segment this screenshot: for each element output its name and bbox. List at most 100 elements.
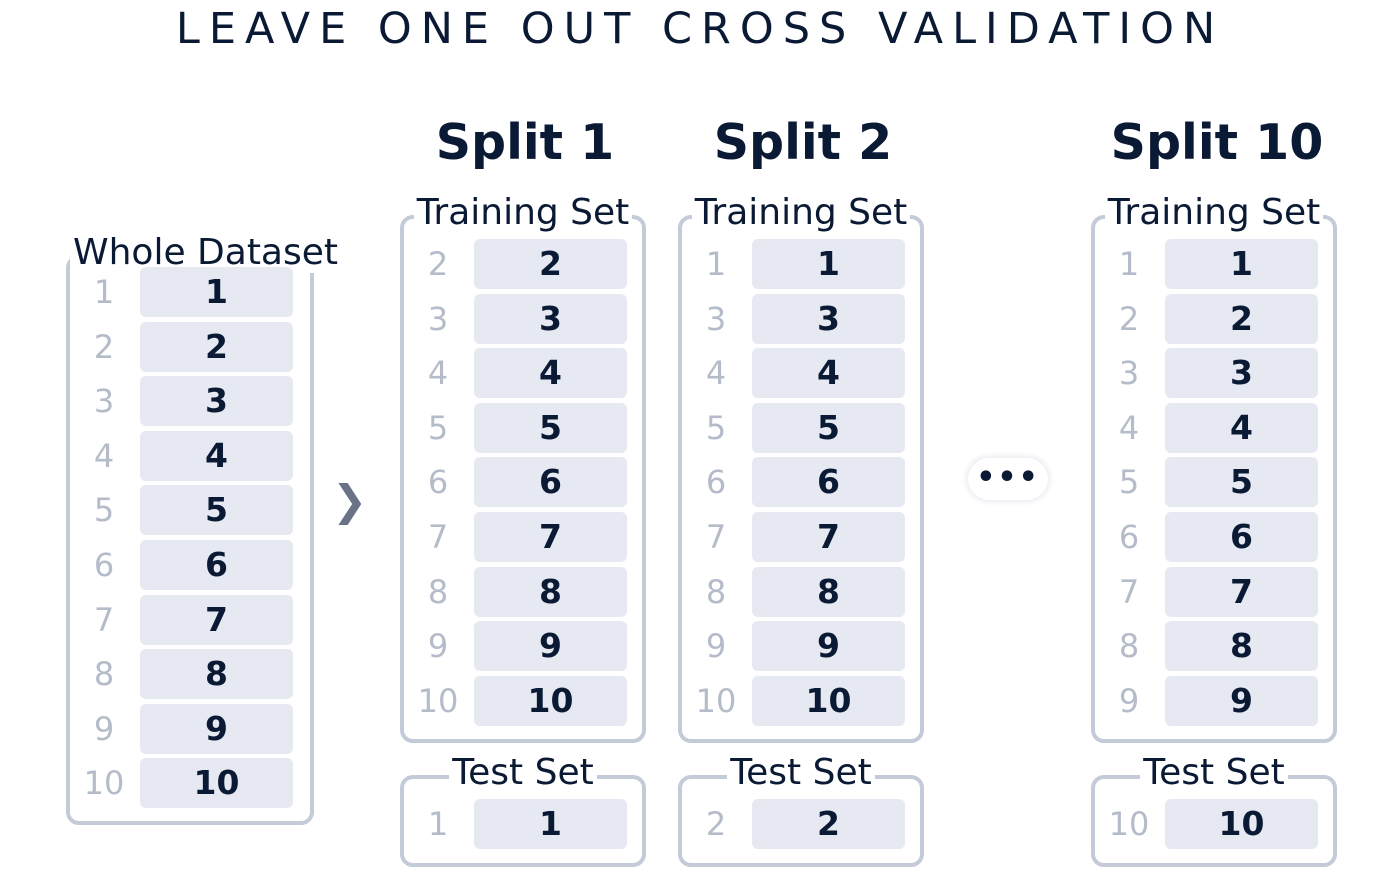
page-title: LEAVE ONE OUT CROSS VALIDATION [175, 4, 1225, 54]
whole-dataset-label: Whole Dataset [70, 232, 342, 273]
whole-dataset-row-index: 6 [93, 546, 115, 584]
split-1-training-row-index: 3 [427, 299, 449, 338]
split-1-training-row-index: 9 [427, 627, 449, 666]
split-10-test-row-value: 10 [1165, 799, 1318, 849]
split-2-training-row-index: 6 [705, 463, 727, 502]
split-1-test-label: Test Set [404, 752, 642, 793]
split-1-test-label-text: Test Set [449, 752, 597, 793]
split-10-test-label: Test Set [1095, 752, 1333, 793]
split-1-training-label: Training Set [404, 192, 642, 233]
split-2-training-row-index: 8 [705, 572, 727, 611]
split-10-training-row-index: 3 [1118, 354, 1140, 393]
split-10-test-panel: Test Set 10 10 [1091, 752, 1337, 867]
split-10-training-row-index: 8 [1118, 627, 1140, 666]
split-2-training-row-index: 1 [705, 245, 727, 283]
split-2-test-row-index: 2 [705, 805, 727, 843]
split-1-training-row-value: 10 [474, 675, 627, 726]
split-1-training-row-value: 6 [474, 457, 627, 508]
split-10-training-label: Training Set [1095, 192, 1333, 233]
split-2-training-row-value: 6 [752, 457, 905, 508]
whole-dataset-row-index: 5 [93, 491, 115, 530]
split-10-training-row-value: 5 [1165, 457, 1318, 508]
whole-dataset-row-value: 8 [140, 649, 293, 700]
whole-dataset-row-index: 9 [93, 709, 115, 748]
split-10-training-row-value: 8 [1165, 621, 1318, 672]
whole-dataset-label-text: Whole Dataset [70, 232, 342, 273]
whole-dataset-row-index: 7 [93, 600, 115, 639]
split-2-training-row-value: 3 [752, 293, 905, 344]
whole-dataset-row: 10 10 [70, 758, 310, 809]
split-2-training-label: Training Set [682, 192, 920, 233]
split-1-training-row-index: 6 [427, 463, 449, 502]
split-2-training-row-value: 5 [752, 402, 905, 453]
split-2-training-row-value: 7 [752, 512, 905, 562]
split-1-training-row-value: 4 [474, 348, 627, 399]
whole-dataset-row-index: 3 [93, 382, 115, 421]
split-2-training-row-value: 1 [752, 239, 905, 289]
split-10-training-row-index: 1 [1118, 245, 1140, 283]
split-1-training-row-index: 7 [427, 518, 449, 556]
split-10-training-row-index: 6 [1118, 518, 1140, 556]
split-1-training-row-index: 4 [427, 354, 449, 393]
whole-dataset-row-value: 9 [140, 703, 293, 754]
split-10-test-row-index: 10 [1108, 805, 1150, 843]
split-10-training-row-value: 7 [1165, 566, 1318, 617]
split-10-test-row: 10 10 [1095, 799, 1333, 849]
whole-dataset-row-value: 5 [140, 485, 293, 536]
ellipsis-icon: ••• [968, 458, 1048, 500]
split-1-training-row-value: 8 [474, 566, 627, 617]
split-2-test-row-value: 2 [752, 799, 905, 849]
whole-dataset-row-value: 1 [140, 267, 293, 317]
whole-dataset-row-value: 7 [140, 594, 293, 645]
split-1-training-row-index: 2 [427, 245, 449, 283]
split-1-training-row-index: 5 [427, 408, 449, 447]
split-10-title: Split 10 [1110, 114, 1324, 171]
split-1-test-row-index: 1 [427, 805, 449, 843]
split-2-training-row-index: 5 [705, 408, 727, 447]
split-10-training-row-value: 1 [1165, 239, 1318, 289]
split-2-training-row-value: 9 [752, 621, 905, 672]
whole-dataset-row-index: 2 [93, 327, 115, 366]
split-1-training-label-text: Training Set [413, 192, 633, 233]
split-10-training-row-index: 5 [1118, 463, 1140, 502]
split-2-test-label: Test Set [682, 752, 920, 793]
split-2-training-panel: Training Set 1 1 3 3 4 4 5 5 6 6 7 7 8 8 9 9 10 10 [678, 192, 924, 743]
split-10-training-row-index: 2 [1118, 299, 1140, 338]
split-10-training-row-index: 9 [1118, 681, 1140, 720]
split-2-training-row-index: 7 [705, 518, 727, 556]
split-2-training-row-index: 4 [705, 354, 727, 393]
split-1-training-row-value: 7 [474, 512, 627, 562]
split-1-training-panel: Training Set 2 2 3 3 4 4 5 5 6 6 7 7 8 8 9 9 10 10 [400, 192, 646, 743]
whole-dataset-row-index: 4 [93, 436, 115, 475]
split-2-training-label-text: Training Set [691, 192, 911, 233]
split-1-training-row: 10 10 [404, 675, 642, 726]
split-2-training-row-value: 8 [752, 566, 905, 617]
whole-dataset-row-index: 1 [93, 273, 115, 311]
split-2-training-row-index: 9 [705, 627, 727, 666]
